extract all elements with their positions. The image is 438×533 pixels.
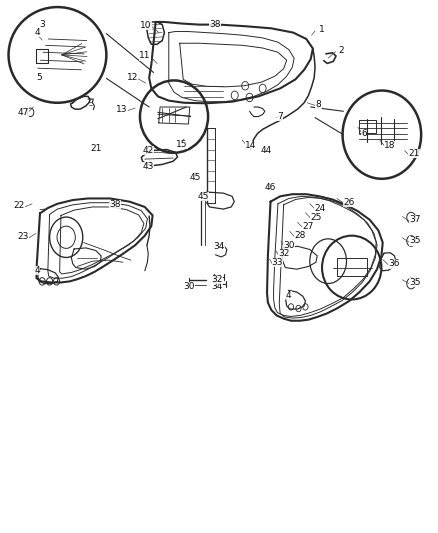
Text: 3: 3 bbox=[40, 20, 46, 29]
Text: 42: 42 bbox=[143, 146, 154, 155]
Text: 15: 15 bbox=[176, 140, 187, 149]
Text: 45: 45 bbox=[189, 173, 201, 182]
Text: 35: 35 bbox=[409, 278, 420, 287]
Text: 37: 37 bbox=[409, 215, 420, 224]
Text: 25: 25 bbox=[310, 213, 321, 222]
Text: 5: 5 bbox=[36, 72, 42, 82]
Text: 35: 35 bbox=[409, 237, 420, 246]
Text: 4: 4 bbox=[34, 28, 40, 37]
Text: 14: 14 bbox=[245, 141, 257, 150]
Text: 13: 13 bbox=[117, 104, 128, 114]
Text: 22: 22 bbox=[14, 201, 25, 211]
Text: 38: 38 bbox=[110, 200, 121, 209]
Text: 24: 24 bbox=[314, 204, 325, 213]
Text: 28: 28 bbox=[294, 231, 305, 240]
Text: 18: 18 bbox=[385, 141, 396, 150]
Text: 1: 1 bbox=[319, 26, 325, 35]
Text: 26: 26 bbox=[343, 198, 355, 207]
Text: 34: 34 bbox=[212, 282, 223, 291]
Text: 8: 8 bbox=[316, 100, 321, 109]
Text: 12: 12 bbox=[127, 73, 138, 82]
Text: 46: 46 bbox=[265, 183, 276, 192]
Text: 11: 11 bbox=[139, 52, 151, 60]
Text: 43: 43 bbox=[143, 162, 154, 171]
Text: 30: 30 bbox=[184, 282, 195, 291]
Text: 47: 47 bbox=[18, 108, 29, 117]
Text: 32: 32 bbox=[212, 275, 223, 284]
Text: 44: 44 bbox=[261, 146, 272, 155]
Text: 45: 45 bbox=[197, 192, 208, 201]
Text: 4: 4 bbox=[286, 290, 292, 300]
Text: 32: 32 bbox=[278, 249, 290, 259]
Text: 30: 30 bbox=[283, 241, 295, 250]
Text: 33: 33 bbox=[272, 259, 283, 267]
Text: 7: 7 bbox=[277, 112, 283, 121]
Text: 6: 6 bbox=[361, 129, 367, 138]
Text: 2: 2 bbox=[339, 46, 344, 55]
Text: 21: 21 bbox=[90, 144, 102, 153]
Text: 23: 23 bbox=[18, 232, 29, 241]
Text: 36: 36 bbox=[388, 260, 399, 268]
Text: 38: 38 bbox=[209, 20, 220, 29]
Text: 27: 27 bbox=[302, 222, 313, 231]
Text: 34: 34 bbox=[213, 242, 225, 251]
Text: 10: 10 bbox=[140, 21, 152, 30]
Text: 4: 4 bbox=[34, 266, 40, 275]
Text: 21: 21 bbox=[409, 149, 420, 158]
